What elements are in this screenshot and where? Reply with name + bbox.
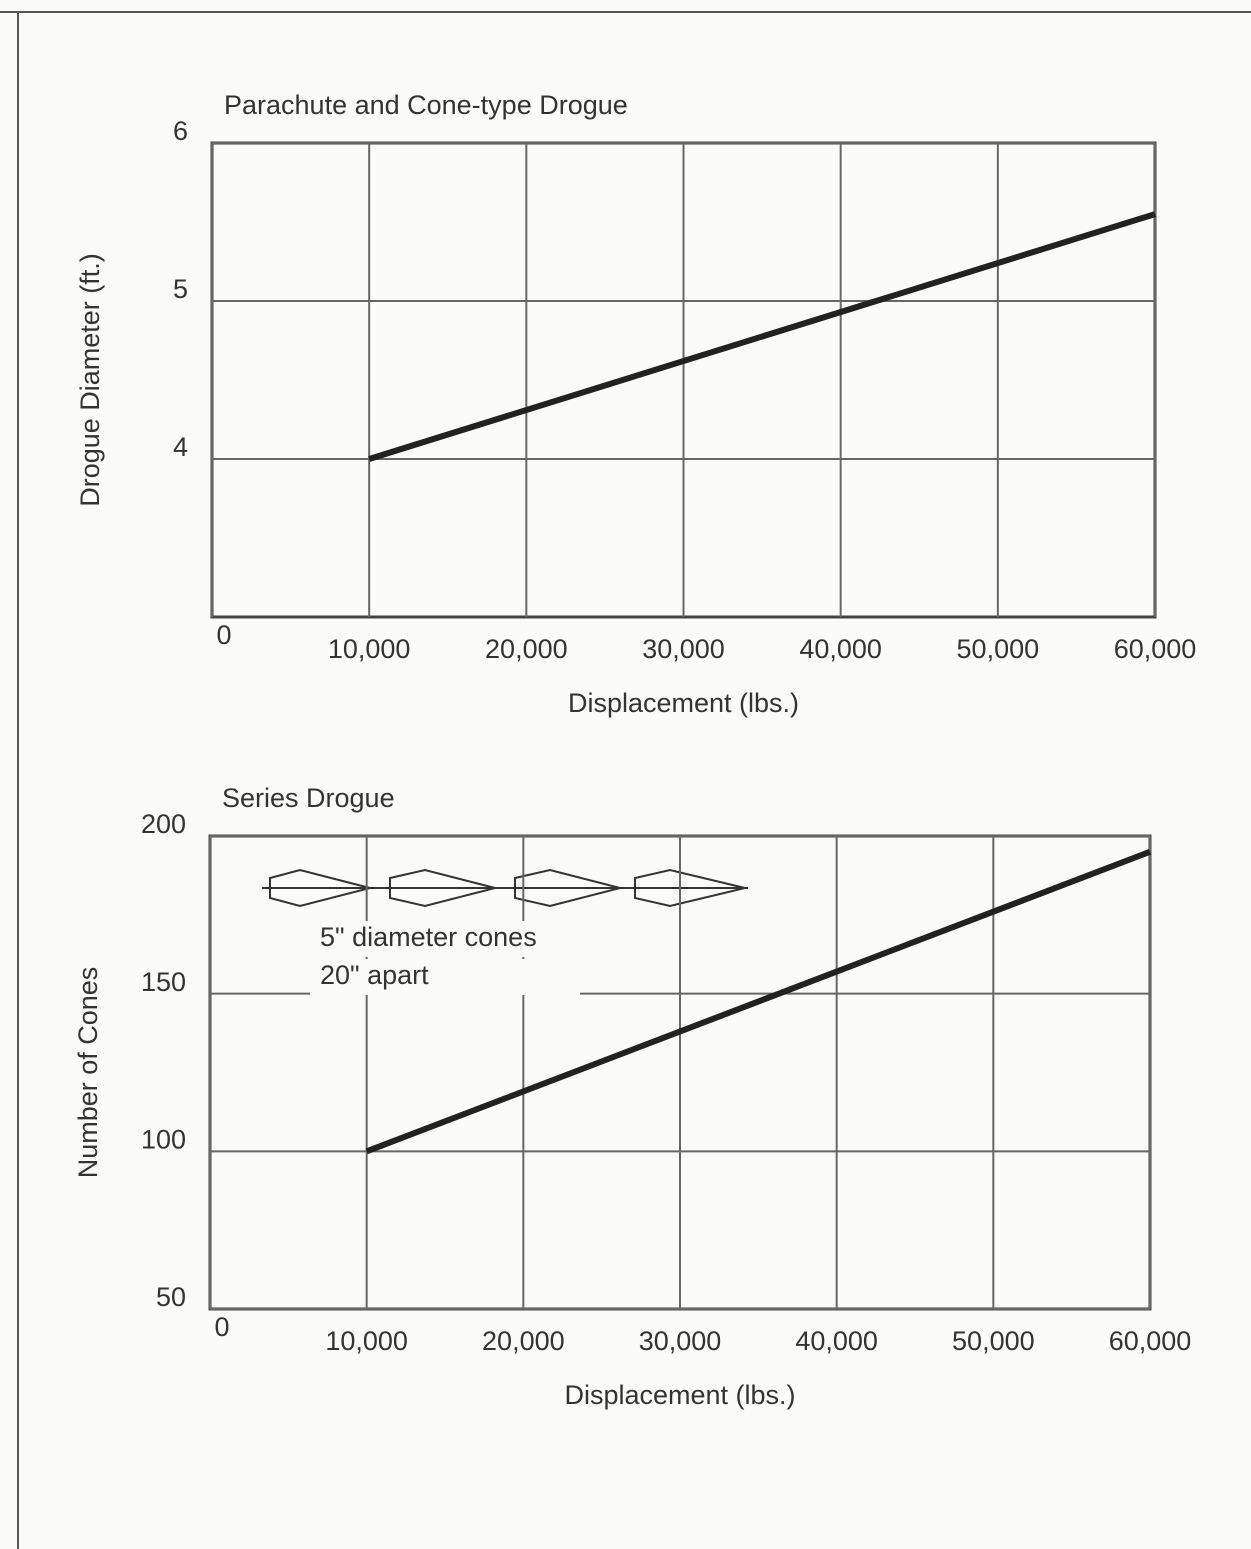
x-axis-label: Displacement (lbs.) [568, 688, 799, 718]
x-tick-label: 0 [216, 620, 231, 650]
y-tick-label: 5 [173, 274, 188, 304]
y-tick-label: 50 [156, 1282, 186, 1312]
y-tick-label: 6 [173, 116, 188, 146]
y-tick-label: 200 [141, 809, 186, 839]
y-axis-label: Drogue Diameter (ft.) [75, 253, 105, 507]
x-tick-label: 50,000 [952, 1326, 1035, 1356]
x-tick-label: 40,000 [799, 634, 882, 664]
x-tick-label: 10,000 [328, 634, 411, 664]
chart-title: Series Drogue [222, 783, 395, 813]
x-tick-label: 60,000 [1109, 1326, 1192, 1356]
x-tick-label: 50,000 [957, 634, 1040, 664]
x-tick-label: 60,000 [1114, 634, 1197, 664]
data-line [369, 214, 1155, 459]
x-tick-label: 40,000 [795, 1326, 878, 1356]
cones-icon [262, 870, 748, 906]
x-tick-label: 30,000 [639, 1326, 722, 1356]
x-tick-label: 20,000 [485, 634, 568, 664]
annotation: 5" diameter cones [320, 922, 537, 952]
x-axis-label: Displacement (lbs.) [564, 1380, 795, 1410]
y-tick-label: 150 [141, 967, 186, 997]
data-line [367, 852, 1150, 1152]
page: Parachute and Cone-type Drogue Displaceme… [0, 0, 1251, 1549]
chart-title: Parachute and Cone-type Drogue [224, 90, 628, 120]
x-tick-label: 0 [214, 1312, 229, 1342]
x-tick-label: 10,000 [325, 1326, 408, 1356]
x-tick-label: 20,000 [482, 1326, 565, 1356]
y-tick-label: 4 [173, 432, 188, 462]
annotation: 20" apart [320, 960, 429, 990]
x-tick-label: 30,000 [642, 634, 725, 664]
y-axis-label: Number of Cones [73, 967, 103, 1179]
y-tick-label: 100 [141, 1124, 186, 1154]
